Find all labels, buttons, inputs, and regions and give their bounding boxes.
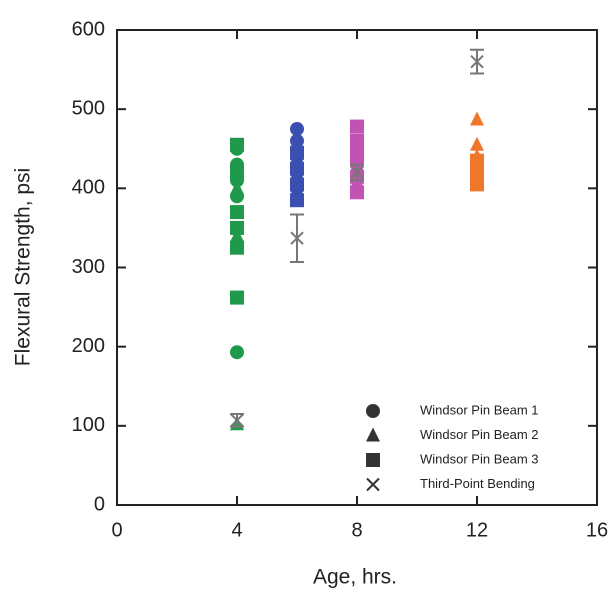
legend-marker — [366, 453, 380, 467]
y-tick-label: 400 — [72, 177, 105, 199]
point — [230, 290, 244, 305]
point — [290, 133, 304, 148]
legend-marker — [366, 404, 380, 418]
point — [290, 193, 304, 208]
point — [470, 54, 484, 69]
x-axis-label: Age, hrs. — [313, 566, 397, 589]
y-axis-label: Flexural Strength, psi — [12, 168, 35, 366]
point — [470, 165, 484, 180]
point — [470, 153, 484, 168]
point — [350, 185, 364, 200]
point — [230, 345, 244, 360]
point — [230, 220, 244, 235]
legend-label: Third-Point Bending — [420, 476, 535, 491]
point — [350, 165, 364, 180]
point — [230, 137, 244, 152]
legend-label: Windsor Pin Beam 2 — [420, 427, 539, 442]
legend-marker — [366, 427, 380, 442]
point — [350, 133, 364, 148]
point — [470, 177, 484, 192]
point — [230, 205, 244, 220]
point — [230, 240, 244, 255]
legend-label: Windsor Pin Beam 1 — [420, 402, 539, 417]
x-tick-label: 12 — [466, 519, 488, 541]
point — [290, 161, 304, 176]
y-tick-label: 100 — [72, 414, 105, 436]
point — [230, 180, 244, 195]
legend-marker — [366, 477, 380, 492]
y-tick-label: 200 — [72, 335, 105, 357]
point — [290, 231, 304, 245]
point — [350, 119, 364, 134]
point — [350, 149, 364, 164]
point — [290, 121, 304, 136]
x-tick-label: 0 — [111, 519, 122, 541]
y-tick-label: 600 — [72, 18, 105, 40]
point — [470, 136, 484, 151]
legend-label: Windsor Pin Beam 3 — [420, 451, 539, 466]
point — [290, 177, 304, 192]
y-tick-label: 0 — [94, 493, 105, 515]
point — [470, 111, 484, 126]
x-tick-label: 8 — [351, 519, 362, 541]
x-tick-label: 16 — [586, 519, 608, 541]
y-tick-label: 300 — [72, 256, 105, 278]
x-tick-label: 4 — [231, 519, 242, 541]
y-tick-label: 500 — [72, 97, 105, 119]
point — [230, 413, 244, 427]
point — [230, 165, 244, 180]
point — [290, 145, 304, 160]
